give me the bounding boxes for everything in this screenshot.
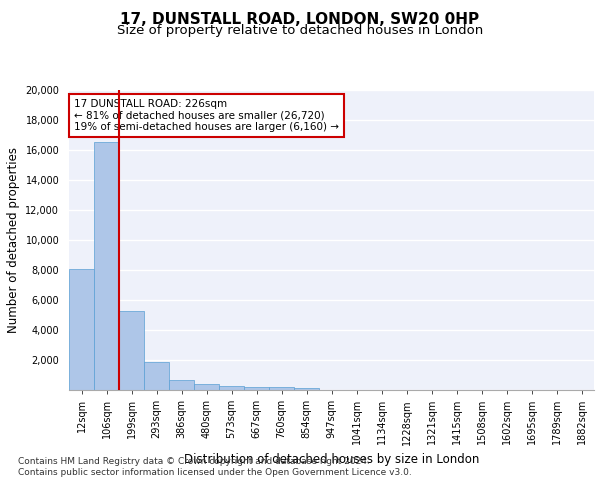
Bar xyxy=(269,388,294,390)
Text: Size of property relative to detached houses in London: Size of property relative to detached ho… xyxy=(117,24,483,37)
Text: Contains HM Land Registry data © Crown copyright and database right 2024.
Contai: Contains HM Land Registry data © Crown c… xyxy=(18,458,412,477)
Bar xyxy=(294,388,319,390)
Bar xyxy=(169,380,194,390)
Bar xyxy=(194,384,219,390)
Y-axis label: Number of detached properties: Number of detached properties xyxy=(7,147,20,333)
Bar xyxy=(244,386,269,390)
Bar xyxy=(119,310,144,390)
Bar xyxy=(69,268,94,390)
Bar xyxy=(94,142,119,390)
Bar xyxy=(144,362,169,390)
Bar xyxy=(219,386,244,390)
X-axis label: Distribution of detached houses by size in London: Distribution of detached houses by size … xyxy=(184,453,479,466)
Text: 17, DUNSTALL ROAD, LONDON, SW20 0HP: 17, DUNSTALL ROAD, LONDON, SW20 0HP xyxy=(121,12,479,28)
Text: 17 DUNSTALL ROAD: 226sqm
← 81% of detached houses are smaller (26,720)
19% of se: 17 DUNSTALL ROAD: 226sqm ← 81% of detach… xyxy=(74,99,339,132)
